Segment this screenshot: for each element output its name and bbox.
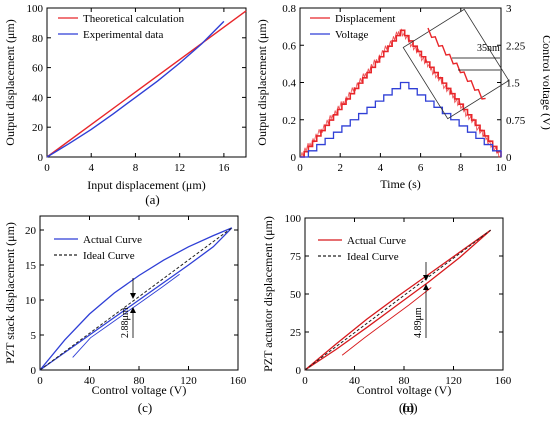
x-tick-label: 8 [458, 162, 464, 174]
y-tick-label: 5 [31, 330, 37, 342]
x-tick-label: 0 [37, 375, 43, 387]
series-line-voltage [300, 81, 502, 158]
y2-tick-label: 0.75 [506, 115, 526, 127]
panel-caption: (d) [402, 400, 417, 415]
y-tick-label: 40 [32, 92, 44, 104]
y-tick-label: 50 [290, 289, 302, 301]
inset-zoom-trace [427, 27, 486, 100]
x-tick-label: 120 [445, 375, 462, 387]
x-tick-label: 0 [44, 162, 50, 174]
series-line-ideal-curve [39, 227, 233, 371]
inset-box [402, 8, 510, 120]
y-tick-label: 80 [32, 33, 44, 45]
x-tick-label: 4 [88, 162, 94, 174]
panel-caption: (c) [138, 400, 152, 415]
legend-label: Displacement [335, 13, 395, 25]
y2-tick-label: 2.25 [506, 40, 526, 52]
annotation-arrowhead [423, 284, 429, 290]
y-tick-label: 10 [25, 295, 37, 307]
x-tick-label: 120 [180, 375, 197, 387]
x-tick-label: 8 [133, 162, 139, 174]
x-tick-label: 12 [174, 162, 185, 174]
y-tick-label: 0.2 [282, 115, 296, 127]
panel-caption: (a) [145, 192, 159, 207]
series-line-experimental-data [46, 20, 225, 158]
x-axis-label: Control voltage (V) [92, 383, 187, 397]
x-tick-label: 0 [302, 375, 308, 387]
y2-tick-label: 3 [506, 3, 512, 15]
y-tick-label: 60 [32, 63, 44, 75]
y-tick-label: 0 [291, 152, 297, 164]
legend-label: Ideal Curve [83, 250, 135, 262]
annotation-hysteresis-gap: 2.88μm [120, 307, 131, 338]
series-line-ideal-curve [304, 229, 491, 371]
y-tick-label: 0 [31, 365, 37, 377]
x-axis-label: Input displacement (μm) [87, 178, 205, 192]
panel-caption: (b) [399, 400, 414, 415]
y-axis-label: Output displacement (μm) [255, 19, 269, 145]
series-minor-loop [341, 287, 432, 356]
legend-label: Theoretical calculation [83, 13, 185, 25]
annotation-arrowhead [423, 275, 429, 281]
y2-axis-label: Control voltage (V) [540, 35, 550, 130]
x-tick-label: 40 [84, 375, 96, 387]
y-axis-label: PZT actuator displacement (μm) [261, 216, 275, 372]
x-axis-label: Time (s) [380, 177, 421, 191]
annotation-hysteresis-gap: 4.89μm [413, 307, 424, 338]
x-tick-label: 10 [496, 162, 508, 174]
x-tick-label: 4 [378, 162, 384, 174]
chart-b: 0 2 4 6 8 1000.20.40.60.800.751.52.253Control… [255, 3, 550, 415]
y-tick-label: 0 [38, 152, 44, 164]
x-tick-label: 6 [418, 162, 424, 174]
x-tick-label: 160 [495, 375, 512, 387]
y-tick-label: 15 [25, 260, 37, 272]
legend-label: Actual Curve [83, 234, 142, 246]
y-tick-label: 0.4 [282, 78, 296, 90]
y-tick-label: 0 [296, 365, 302, 377]
legend-label: Experimental data [83, 29, 163, 41]
annotation-arrowhead [130, 307, 136, 313]
series-hysteresis-loop [39, 227, 233, 371]
y2-tick-label: 0 [506, 152, 512, 164]
x-tick-label: 2 [337, 162, 343, 174]
x-tick-label: 80 [134, 375, 146, 387]
chart-d: 0 40 80 120 160 0 25 50 75 100 Control voltage (V)… [261, 213, 512, 415]
annotation-arrowhead [130, 293, 136, 299]
legend-label: Ideal Curve [347, 251, 399, 263]
y-tick-label: 0.8 [282, 3, 296, 15]
x-tick-label: 40 [349, 375, 361, 387]
series-line-theoretical-calculation [46, 10, 247, 158]
legend-label: Voltage [335, 29, 369, 41]
y-axis-label: PZT stack displacement (μm) [3, 222, 17, 364]
plot-frame [46, 7, 247, 158]
y-tick-label: 0.6 [282, 40, 296, 52]
chart-c: 0 40 80 120 160 0 5 10 15 20 Control voltage (V) PZ… [3, 215, 247, 415]
y-axis-label: Output displacement (μm) [3, 19, 17, 145]
chart-a: 0 4 8 12 16 0 20 40 60 80 100 Input displacement (μ… [3, 3, 247, 207]
y-tick-label: 100 [285, 213, 302, 225]
legend-label: Actual Curve [347, 235, 406, 247]
y-tick-label: 20 [25, 225, 37, 237]
series-minor-loop [72, 273, 180, 358]
y2-tick-label: 1.5 [506, 78, 520, 90]
y-tick-label: 25 [290, 327, 302, 339]
y-tick-label: 20 [32, 122, 44, 134]
x-tick-label: 0 [297, 162, 303, 174]
x-tick-label: 80 [399, 375, 411, 387]
y-tick-label: 100 [27, 3, 44, 15]
y-tick-label: 75 [290, 251, 302, 263]
series-noise-displacement [299, 28, 502, 158]
x-axis-label: Control voltage (V) [357, 383, 452, 397]
x-tick-label: 16 [218, 162, 230, 174]
annotation-step-size: 35nm [477, 43, 500, 54]
x-tick-label: 160 [230, 375, 247, 387]
